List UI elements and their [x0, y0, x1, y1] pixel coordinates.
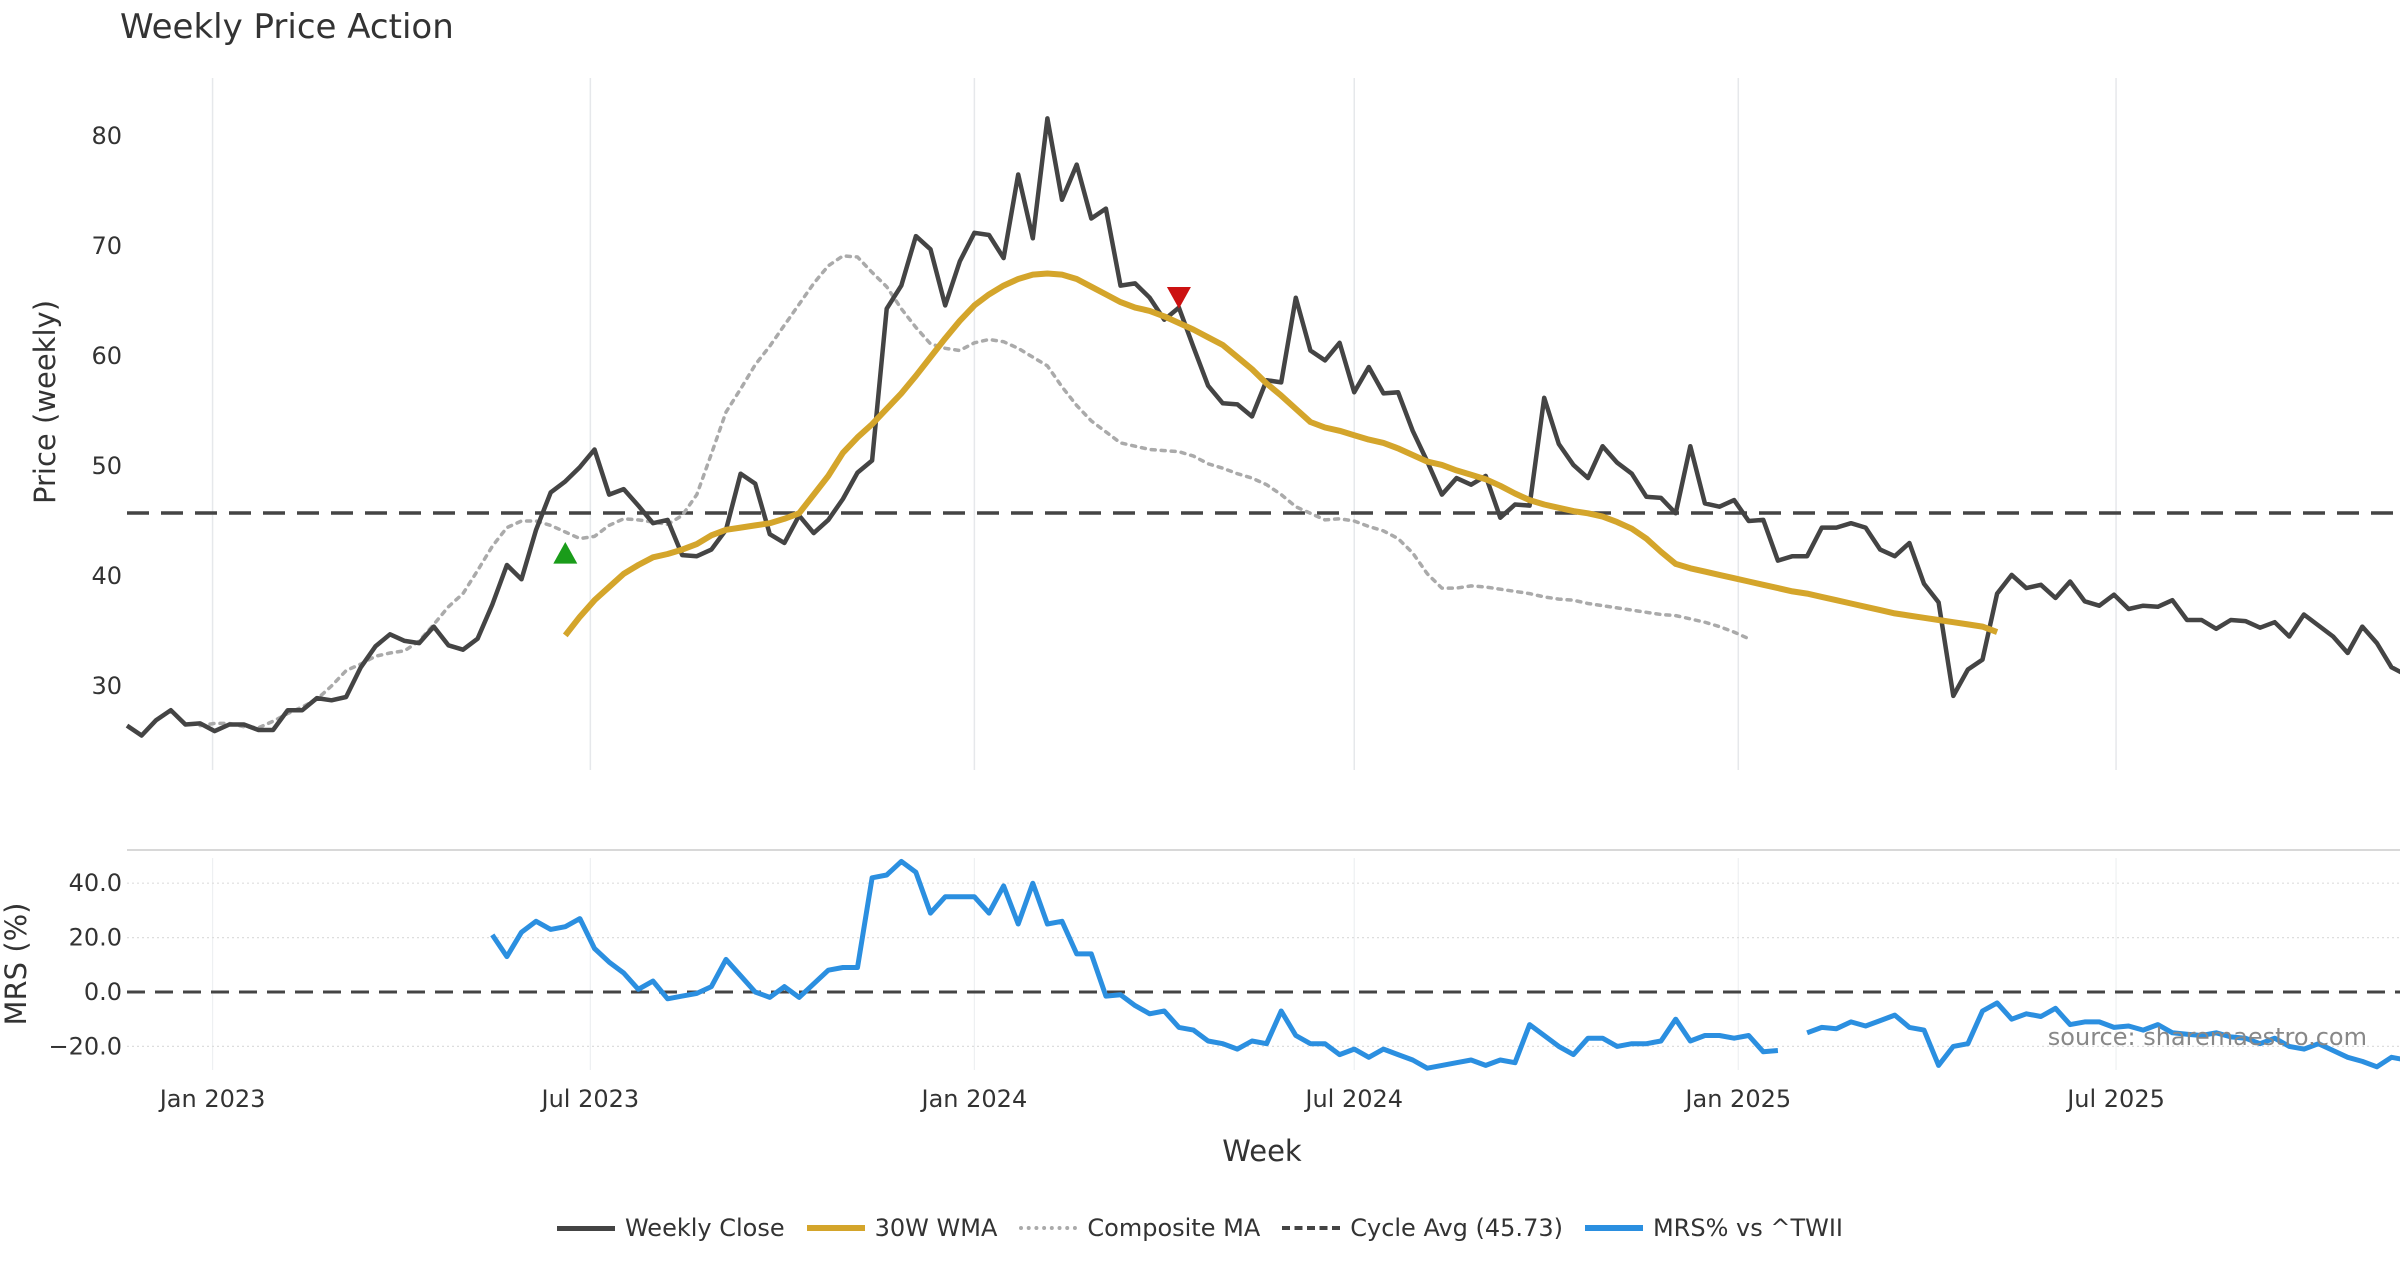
- source-annotation: source: sharemaestro.com: [2048, 1023, 2367, 1051]
- mrs-y-axis-label: MRS (%): [0, 903, 33, 1026]
- composite-ma-line: [198, 254, 1751, 730]
- legend-item-composite-ma: Composite MA: [1019, 1214, 1260, 1242]
- mrs-line: [1806, 1000, 2400, 1070]
- x-tick-label: Jul 2023: [540, 1085, 640, 1113]
- legend-label: Weekly Close: [624, 1214, 785, 1242]
- legend-swatch-dashed: [1282, 1226, 1341, 1230]
- y-tick-label: 50: [91, 452, 122, 480]
- legend-item-30w-wma: 30W WMA: [806, 1214, 998, 1242]
- legend-item-cycle-avg: Cycle Avg (45.73): [1282, 1214, 1563, 1242]
- legend-label: MRS% vs ^TWII: [1652, 1214, 1844, 1242]
- mrs-y-tick-label: 20.0: [69, 924, 122, 952]
- x-tick-label: Jan 2023: [158, 1085, 266, 1113]
- mrs-line: [490, 858, 1779, 1071]
- y-tick-label: 60: [91, 342, 122, 370]
- sell-signal-marker: [1166, 287, 1191, 309]
- series-layer: [125, 116, 2400, 1071]
- x-axis-label: Week: [1222, 1134, 1302, 1168]
- mrs-y-tick-label: 0.0: [84, 978, 122, 1006]
- legend-label: 30W WMA: [874, 1214, 998, 1242]
- legend-item-mrs: MRS% vs ^TWII: [1584, 1214, 1844, 1242]
- legend-label: Cycle Avg (45.73): [1350, 1214, 1563, 1242]
- grid-layer: [127, 78, 2400, 1070]
- x-tick-label: Jul 2025: [2065, 1085, 2165, 1113]
- legend-item-weekly-close: Weekly Close: [556, 1214, 785, 1242]
- x-tick-label: Jan 2025: [1683, 1085, 1791, 1113]
- mrs-y-tick-label: −20.0: [48, 1032, 122, 1060]
- y-axis-label: Price (weekly): [28, 300, 62, 504]
- legend-swatch-solid: [556, 1225, 615, 1231]
- axes-layer: Jan 2023 Jul 2023 Jan 2024 Jul 2024 Jan 2025…: [48, 122, 2164, 1113]
- y-tick-label: 30: [91, 672, 122, 700]
- y-tick-label: 70: [91, 232, 122, 260]
- legend-swatch-gold: [806, 1225, 865, 1231]
- y-tick-label: 40: [91, 562, 122, 590]
- mrs-y-tick-label: 40.0: [69, 869, 122, 897]
- x-tick-label: Jan 2024: [920, 1085, 1028, 1113]
- weekly-close-line: [125, 116, 2400, 738]
- legend: Weekly Close 30W WMA Composite MA Cycle …: [0, 1210, 2400, 1246]
- legend-label: Composite MA: [1087, 1214, 1261, 1242]
- y-tick-label: 80: [91, 122, 122, 150]
- legend-swatch-blue: [1584, 1225, 1643, 1231]
- wma-30w-line: [562, 270, 1999, 638]
- buy-signal-marker: [553, 542, 578, 564]
- chart-title: Weekly Price Action: [120, 7, 454, 47]
- legend-swatch-dotted: [1019, 1226, 1078, 1230]
- x-tick-label: Jul 2024: [1303, 1085, 1403, 1113]
